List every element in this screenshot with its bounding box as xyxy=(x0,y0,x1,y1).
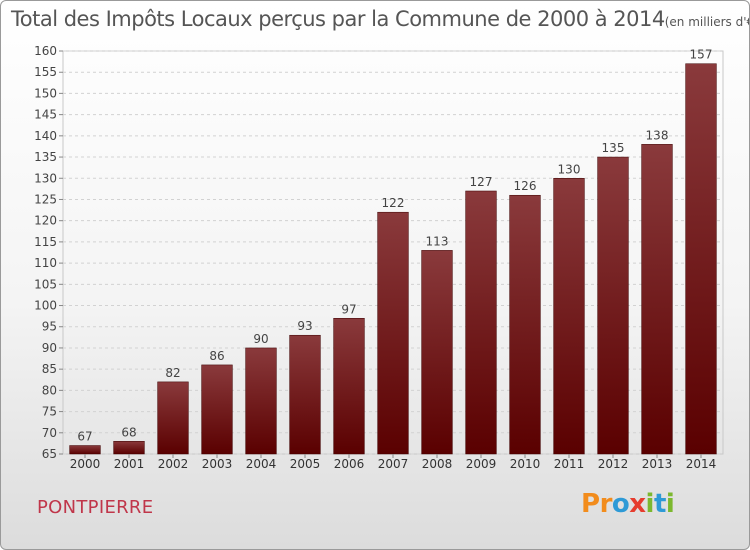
y-tick-label: 120 xyxy=(34,214,57,228)
y-tick-label: 145 xyxy=(34,108,57,122)
bar xyxy=(553,178,585,455)
data-label: 113 xyxy=(426,234,449,248)
logo-letter: i xyxy=(665,489,675,519)
bar xyxy=(113,441,145,455)
x-tick-label: 2002 xyxy=(158,457,189,471)
logo-letter: t xyxy=(653,489,666,519)
bar xyxy=(245,347,277,455)
x-tick-label: 2008 xyxy=(422,457,453,471)
data-labels: 67 68 82 86 90 93 97 122 113 127 126 130 135 138 157 xyxy=(77,48,712,444)
x-tick-label: 2005 xyxy=(290,457,321,471)
x-tick-label: 2011 xyxy=(554,457,585,471)
y-tick-label: 105 xyxy=(34,277,57,291)
x-tick-label: 2004 xyxy=(246,457,277,471)
y-tick-label: 125 xyxy=(34,192,57,206)
data-label: 90 xyxy=(253,332,268,346)
data-label: 122 xyxy=(382,196,405,210)
logo-letter: P xyxy=(581,489,600,519)
bar xyxy=(641,144,673,455)
bar xyxy=(509,194,541,455)
bar xyxy=(465,190,497,455)
data-label: 130 xyxy=(558,162,581,176)
commune-name: PONTPIERRE xyxy=(37,497,154,518)
x-tick-label: 2003 xyxy=(202,457,233,471)
y-tick-label: 115 xyxy=(34,235,57,249)
bar xyxy=(289,334,321,455)
y-axis: 65 70 75 80 85 90 95 100 105 110 115 120 125 130 135 14… xyxy=(34,44,63,461)
bar xyxy=(201,364,233,455)
y-tick-label: 160 xyxy=(34,44,57,58)
y-tick-label: 70 xyxy=(42,426,57,440)
data-label: 126 xyxy=(514,179,537,193)
y-tick-label: 140 xyxy=(34,129,57,143)
x-tick-label: 2012 xyxy=(598,457,629,471)
x-tick-label: 2014 xyxy=(686,457,717,471)
y-tick-label: 100 xyxy=(34,299,57,313)
x-tick-label: 2006 xyxy=(334,457,365,471)
data-label: 157 xyxy=(690,48,713,62)
x-tick-label: 2010 xyxy=(510,457,541,471)
chart-title: Total des Impôts Locaux perçus par la Co… xyxy=(11,7,750,31)
bar xyxy=(333,318,365,455)
y-tick-label: 130 xyxy=(34,171,57,185)
data-label: 127 xyxy=(470,175,493,189)
x-tick-label: 2013 xyxy=(642,457,673,471)
y-tick-label: 75 xyxy=(42,405,57,419)
logo-letter: o xyxy=(611,489,630,519)
data-label: 86 xyxy=(209,349,224,363)
bar xyxy=(157,381,189,455)
data-label: 68 xyxy=(121,425,136,439)
y-tick-label: 90 xyxy=(42,341,57,355)
y-tick-label: 155 xyxy=(34,65,57,79)
y-tick-label: 65 xyxy=(42,447,57,461)
bars xyxy=(69,63,717,455)
y-tick-label: 95 xyxy=(42,320,57,334)
y-tick-label: 150 xyxy=(34,86,57,100)
logo-letter: r xyxy=(599,489,613,519)
y-tick-label: 135 xyxy=(34,150,57,164)
y-tick-label: 110 xyxy=(34,256,57,270)
bar xyxy=(69,445,101,455)
data-label: 67 xyxy=(77,430,92,444)
y-tick-label: 80 xyxy=(42,383,57,397)
x-tick-label: 2007 xyxy=(378,457,409,471)
x-tick-label: 2001 xyxy=(114,457,145,471)
bar xyxy=(421,250,453,455)
bar xyxy=(685,63,717,455)
chart-title-unit: (en milliers d'€) xyxy=(664,15,750,29)
bar xyxy=(377,211,409,455)
data-label: 93 xyxy=(297,319,312,333)
proxiti-logo: Proxiti xyxy=(581,489,675,519)
chart-title-text: Total des Impôts Locaux perçus par la Co… xyxy=(11,7,665,31)
y-tick-label: 85 xyxy=(42,362,57,376)
data-label: 138 xyxy=(646,128,669,142)
x-tick-label: 2009 xyxy=(466,457,497,471)
x-axis: 2000 2001 2002 2003 2004 2005 2006 2007 2008 2009… xyxy=(70,454,717,471)
data-label: 97 xyxy=(341,302,356,316)
logo-letter: i xyxy=(645,489,655,519)
x-tick-label: 2000 xyxy=(70,457,101,471)
data-label: 135 xyxy=(602,141,625,155)
data-label: 82 xyxy=(165,366,180,380)
logo-letter: x xyxy=(629,489,646,519)
bar xyxy=(597,156,629,455)
